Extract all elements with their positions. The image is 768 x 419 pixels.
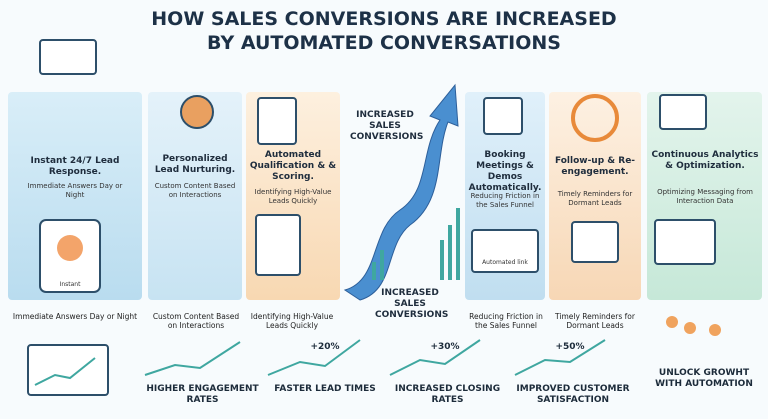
metric-label: INCREASED CLOSING RATES: [394, 384, 501, 405]
shape: [684, 322, 696, 334]
title-line: BY AUTOMATED CONVERSATIONS: [207, 32, 561, 54]
step-heading: Continuous Analytics & Optimization.: [651, 150, 759, 171]
metric-change: +20%: [310, 342, 340, 352]
step-heading: Personalized Lead Nurturing.: [154, 154, 236, 175]
title-line: HOW SALES CONVERSIONS ARE INCREASED: [151, 8, 617, 30]
monitor-icon: [27, 344, 109, 396]
shape: [372, 262, 376, 280]
metric-change: +50%: [555, 342, 585, 352]
caption: Identifying High-Value Leads Quickly: [250, 312, 334, 330]
shape: [440, 240, 444, 280]
badge: Automated link: [482, 259, 528, 266]
trend-line: [34, 357, 96, 386]
shape: [709, 324, 721, 336]
step-detail: Reducing Friction in the Sales Funnel: [470, 192, 540, 209]
step-detail: Optimizing Messaging from Interaction Da…: [657, 188, 753, 205]
step-detail: Custom Content Based on Interactions: [154, 182, 236, 199]
people: [666, 316, 721, 336]
shape: [267, 339, 361, 376]
clipboard-icon: [257, 97, 297, 145]
badge: Instant: [59, 281, 81, 288]
shape: [514, 339, 606, 376]
shape: [144, 341, 241, 376]
arrow-bars: [372, 208, 460, 280]
monitor-icon: [39, 39, 97, 75]
metric-label: HIGHER ENGAGEMENT RATES: [146, 384, 259, 405]
clipboard-icon: [255, 214, 301, 276]
shape: [666, 316, 678, 328]
monitor-icon: [659, 94, 707, 130]
caption: Immediate Answers Day or Night: [12, 312, 138, 321]
monitor-icon: [654, 219, 716, 265]
calendar-icon: [483, 97, 523, 135]
shape: [448, 225, 452, 280]
metric-label: FASTER LEAD TIMES: [274, 384, 376, 394]
growth-arrow: [343, 83, 459, 301]
person-icon: [180, 95, 214, 129]
step-heading: Automated Qualification & & Scoring.: [249, 150, 337, 182]
step-heading: Instant 24/7 Lead Response.: [30, 156, 120, 177]
panel: [549, 92, 641, 300]
cycle-icon: [571, 94, 619, 142]
step-detail: Timely Reminders for Dormant Leads: [557, 190, 633, 207]
shape: [380, 250, 384, 280]
mail-icon: [571, 221, 619, 263]
metric-label: IMPROVED CUSTOMER SATISFACTION: [516, 384, 630, 405]
shape: [389, 339, 481, 376]
metric-change: +30%: [430, 342, 460, 352]
center-label: INCREASED SALES CONVERSIONS: [350, 110, 424, 142]
closing-label: UNLOCK GROWHT WITH AUTOMATION: [655, 368, 753, 389]
trend-lines: [144, 339, 606, 376]
caption: Timely Reminders for Dormant Leads: [555, 312, 635, 330]
step-detail: Identifying High-Value Leads Quickly: [254, 188, 332, 205]
step-heading: Booking Meetings & Demos Automatically.: [468, 150, 542, 193]
caption: Reducing Friction in the Sales Funnel: [469, 312, 543, 330]
person-icon: [57, 235, 83, 261]
shape: [456, 208, 460, 280]
center-label: INCREASED SALES CONVERSIONS: [375, 288, 449, 320]
browser-icon: [471, 229, 539, 273]
step-heading: Follow-up & Re-engagement.: [554, 156, 636, 177]
step-detail: Immediate Answers Day or Night: [27, 182, 123, 199]
caption: Custom Content Based on Interactions: [152, 312, 240, 330]
